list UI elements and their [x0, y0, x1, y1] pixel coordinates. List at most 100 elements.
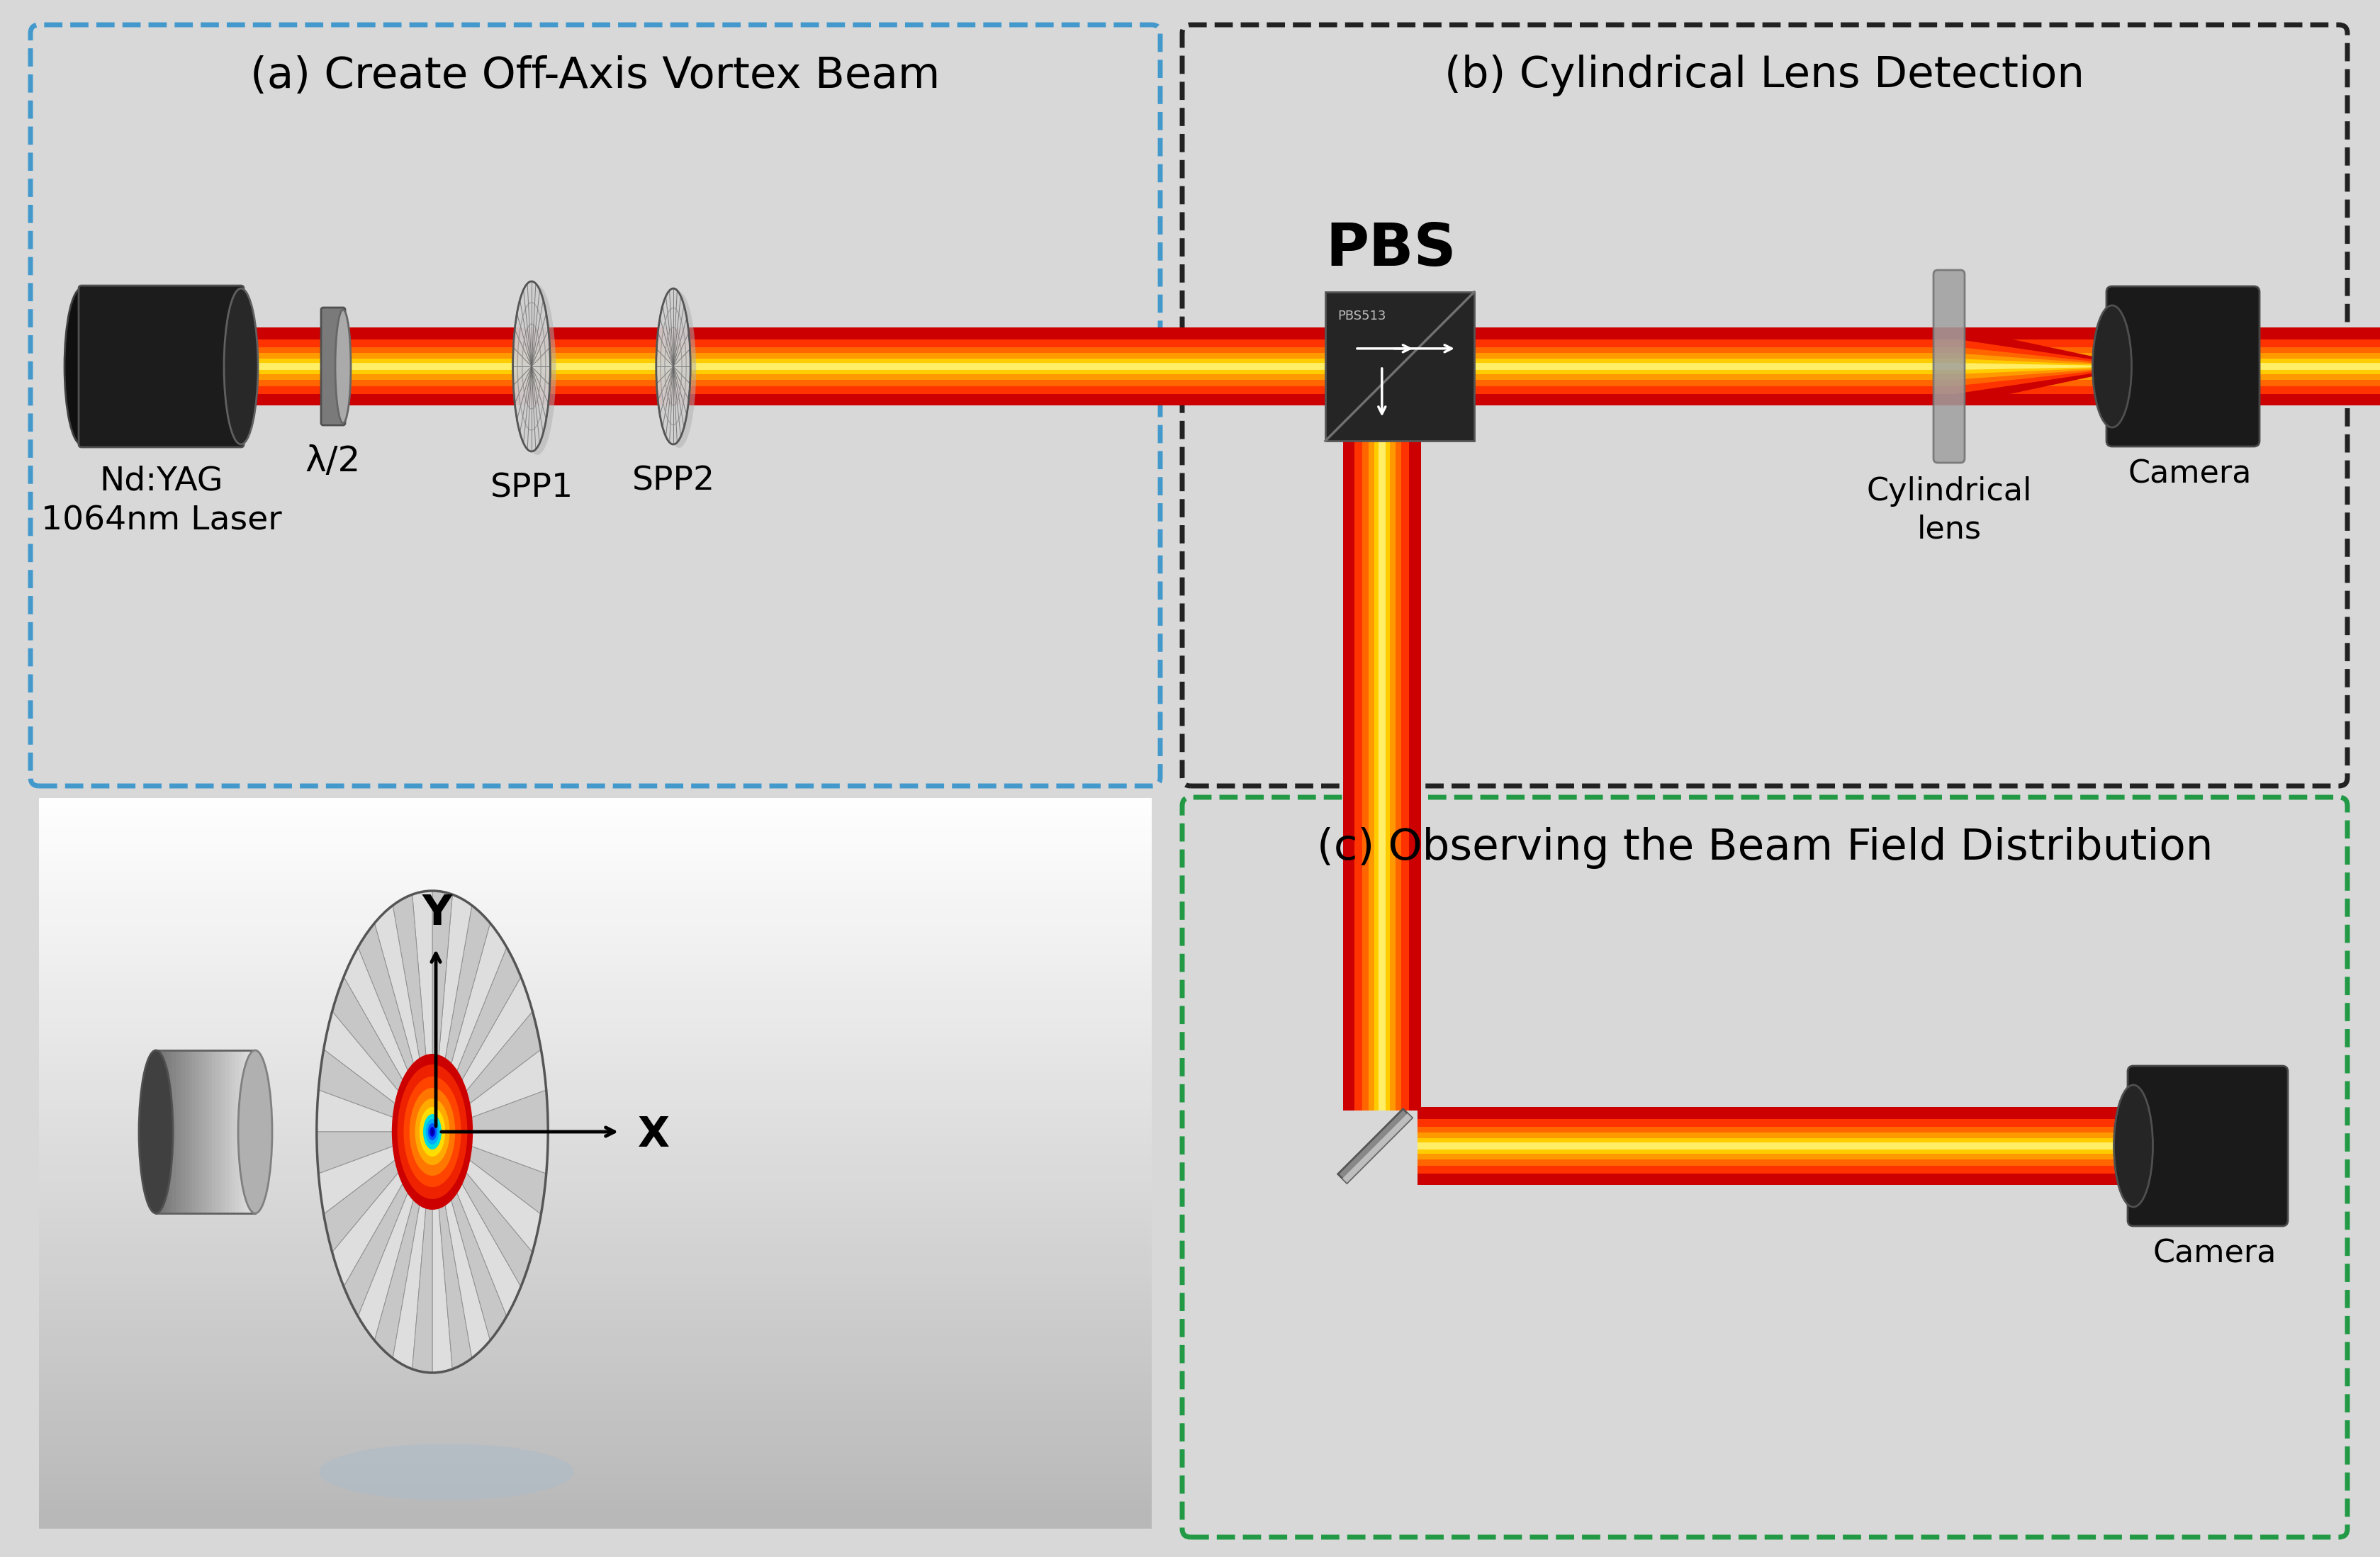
Bar	[38, 1327, 1152, 1337]
Bar	[38, 1355, 1152, 1364]
Bar	[38, 1473, 1152, 1482]
Bar	[1326, 293, 1473, 441]
Bar	[38, 1300, 1152, 1309]
Bar	[38, 972, 1152, 981]
Bar	[38, 1492, 1152, 1501]
Bar	[38, 799, 1152, 808]
Bar	[159, 1051, 164, 1213]
Polygon shape	[1418, 1143, 2132, 1149]
Bar	[221, 1051, 226, 1213]
FancyBboxPatch shape	[1183, 797, 2347, 1537]
Ellipse shape	[138, 1051, 174, 1213]
Polygon shape	[1192, 363, 1326, 371]
Bar	[38, 1291, 1152, 1300]
Bar	[38, 1319, 1152, 1328]
Bar	[38, 1081, 1152, 1091]
Bar	[38, 908, 1152, 917]
Polygon shape	[433, 1012, 540, 1132]
Bar	[38, 1017, 1152, 1026]
Bar	[231, 1051, 236, 1213]
Ellipse shape	[336, 310, 350, 424]
Bar	[38, 1510, 1152, 1520]
Polygon shape	[1473, 363, 1942, 371]
FancyBboxPatch shape	[2128, 1067, 2287, 1225]
Bar	[200, 1051, 202, 1213]
Bar	[38, 1172, 1152, 1182]
Polygon shape	[1192, 327, 1326, 405]
Ellipse shape	[419, 1107, 445, 1157]
Polygon shape	[1418, 1107, 2132, 1185]
Bar	[38, 1045, 1152, 1054]
Polygon shape	[1192, 339, 1326, 394]
Polygon shape	[1473, 347, 1942, 386]
Bar	[38, 1400, 1152, 1411]
Bar	[162, 1051, 167, 1213]
Polygon shape	[1361, 807, 1402, 1110]
Bar	[38, 1135, 1152, 1146]
Ellipse shape	[414, 1099, 450, 1165]
Polygon shape	[433, 1132, 547, 1214]
Bar	[212, 1051, 217, 1213]
Text: PBS: PBS	[1326, 221, 1457, 277]
Bar	[38, 870, 1152, 881]
Bar	[193, 1051, 195, 1213]
Bar	[38, 1163, 1152, 1172]
Bar	[38, 863, 1152, 872]
Bar	[38, 1428, 1152, 1437]
Bar	[38, 1345, 1152, 1355]
Bar	[202, 1051, 207, 1213]
Bar	[38, 1182, 1152, 1191]
Bar	[238, 1051, 243, 1213]
Bar	[38, 1281, 1152, 1291]
Polygon shape	[374, 905, 433, 1132]
Bar	[38, 953, 1152, 962]
Text: (b) Cylindrical Lens Detection: (b) Cylindrical Lens Detection	[1445, 54, 2085, 97]
Bar	[38, 1118, 1152, 1127]
Ellipse shape	[512, 282, 550, 452]
Text: (a) Create Off-Axis Vortex Beam: (a) Create Off-Axis Vortex Beam	[250, 54, 940, 97]
Bar	[195, 1051, 200, 1213]
Bar	[38, 1418, 1152, 1428]
Text: Camera: Camera	[2154, 1238, 2278, 1269]
Bar	[38, 1227, 1152, 1236]
FancyBboxPatch shape	[1183, 25, 2347, 786]
Polygon shape	[1956, 358, 2125, 374]
Ellipse shape	[238, 1051, 271, 1213]
Bar	[38, 1446, 1152, 1456]
Polygon shape	[433, 1132, 521, 1316]
Polygon shape	[433, 1132, 507, 1341]
Polygon shape	[1338, 1109, 1411, 1183]
Bar	[38, 944, 1152, 954]
Bar	[171, 1051, 176, 1213]
Text: PBS513: PBS513	[1338, 310, 1385, 322]
Bar	[38, 1090, 1152, 1099]
Polygon shape	[1473, 358, 1942, 374]
Bar	[167, 1051, 169, 1213]
Polygon shape	[433, 947, 521, 1132]
Polygon shape	[343, 947, 433, 1132]
Polygon shape	[333, 1132, 433, 1286]
Polygon shape	[433, 1132, 490, 1358]
Bar	[38, 898, 1152, 908]
Polygon shape	[433, 905, 490, 1132]
Polygon shape	[1473, 327, 1942, 405]
Text: λ/2: λ/2	[305, 444, 362, 478]
Polygon shape	[357, 923, 433, 1132]
Polygon shape	[1368, 441, 1395, 1104]
Polygon shape	[343, 1132, 433, 1316]
Bar	[38, 1199, 1152, 1210]
Bar	[183, 1051, 186, 1213]
Bar	[38, 889, 1152, 898]
Polygon shape	[1342, 441, 1421, 1104]
Bar	[38, 1246, 1152, 1255]
Bar	[38, 853, 1152, 863]
Ellipse shape	[224, 288, 257, 444]
Polygon shape	[1418, 1126, 2132, 1166]
Bar	[178, 1051, 183, 1213]
Polygon shape	[1956, 363, 2125, 371]
Bar	[252, 1051, 257, 1213]
Polygon shape	[240, 353, 2380, 380]
Polygon shape	[1354, 441, 1409, 1104]
FancyBboxPatch shape	[2106, 286, 2259, 447]
Bar	[248, 1051, 252, 1213]
